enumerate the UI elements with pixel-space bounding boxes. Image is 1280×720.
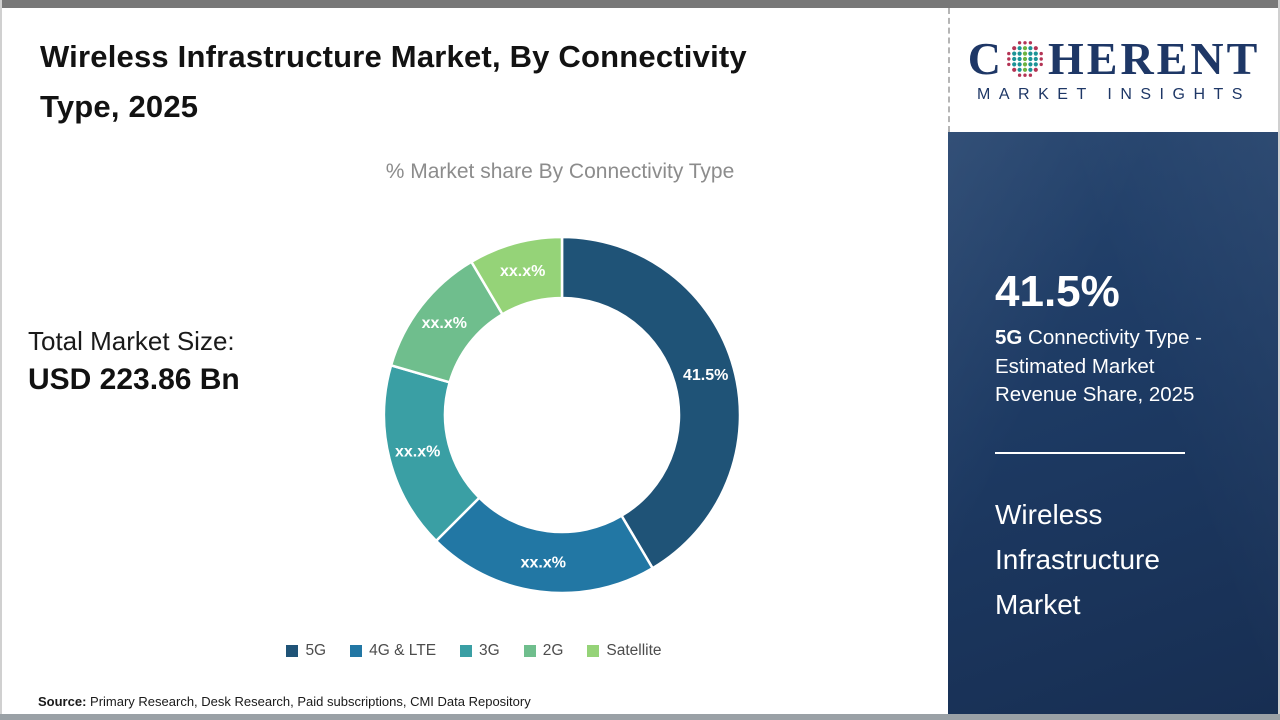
donut-label-4g-lte: xx.x%: [521, 554, 566, 571]
panel-market-name: Wireless Infrastructure Market: [995, 499, 1160, 620]
globe-dot: [1028, 67, 1033, 72]
legend-label-satellite: Satellite: [606, 642, 662, 659]
globe-dot: [1039, 51, 1043, 56]
panel-divider-line: [995, 452, 1185, 454]
globe-dot: [1028, 62, 1033, 67]
globe-dot: [1012, 46, 1017, 51]
globe-dot: [1028, 46, 1033, 51]
globe-dot: [1022, 62, 1028, 67]
legend-marker-3g: [460, 645, 473, 657]
legend-item-2g: 2G: [523, 642, 564, 660]
panel-stat-description: 5G Connectivity Type - Estimated Market …: [995, 324, 1230, 410]
globe-dot: [1017, 51, 1022, 56]
globe-dot: [1033, 62, 1038, 67]
globe-dot: [1017, 73, 1022, 77]
globe-dot: [1007, 57, 1011, 61]
total-market-size-value: USD 223.86 Bn: [28, 363, 240, 396]
legend-label-4g-lte: 4G & LTE: [369, 642, 437, 659]
globe-dot: [1033, 56, 1038, 62]
globe-dot: [1028, 73, 1033, 77]
globe-dot: [1039, 62, 1043, 67]
logo-letter-c: C: [967, 33, 1001, 84]
globe-dot: [1022, 67, 1028, 72]
legend-label-5g: 5G: [305, 642, 327, 659]
page-title-line1: Wireless Infrastructure Market, By Conne…: [40, 39, 747, 74]
legend-item-4g-lte: 4G & LTE: [350, 642, 436, 660]
globe-dot: [1022, 56, 1028, 62]
page-title: Wireless Infrastructure Market, By Conne…: [40, 32, 920, 132]
globe-dot: [1028, 41, 1033, 45]
logo-subtext: MARKET INSIGHTS: [977, 86, 1251, 103]
coherent-logo: C HERENT: [968, 36, 1261, 82]
donut-chart: 41.5% xx.x% xx.x% xx.x% xx.x%: [382, 235, 742, 595]
globe-dot: [1039, 57, 1043, 61]
globe-dot: [1023, 73, 1027, 77]
globe-dot: [1017, 41, 1022, 45]
panel-stat-desc-text: Connectivity Type - Estimated Market Rev…: [995, 326, 1203, 406]
globe-dot: [1012, 62, 1017, 67]
donut-label-3g: xx.x%: [395, 444, 440, 461]
globe-dot: [1017, 62, 1022, 67]
globe-dot: [1033, 67, 1038, 72]
legend-marker-2g: [523, 645, 536, 657]
globe-dot: [1007, 51, 1011, 56]
source-line: Source: Primary Research, Desk Research,…: [38, 694, 531, 709]
donut-label-2g: xx.x%: [422, 315, 467, 332]
legend-label-3g: 3G: [479, 642, 500, 659]
legend-marker-4g-lte: [350, 645, 363, 657]
legend-label-2g: 2G: [542, 642, 564, 659]
coherent-logo-globe-icon: [1007, 41, 1043, 77]
globe-dot: [1028, 51, 1033, 56]
logo-area: C HERENT MARKET INSIGHTS: [948, 8, 1278, 132]
logo-letters-herent: HERENT: [1047, 33, 1261, 84]
right-border: [1278, 0, 1280, 720]
globe-dot: [1017, 56, 1022, 62]
chart-subtitle: % Market share By Connectivity Type: [385, 160, 735, 183]
source-label: Source:: [38, 694, 87, 709]
bottom-border: [0, 714, 1280, 720]
legend-marker-5g: [286, 645, 299, 657]
donut-segment-5g: [560, 235, 742, 570]
globe-dot: [1022, 46, 1028, 51]
donut-label-5g: 41.5%: [683, 367, 728, 384]
globe-dot: [1007, 62, 1011, 67]
globe-dot: [1022, 51, 1028, 56]
chart-legend: 5G 4G & LTE 3G 2G Satellite: [0, 642, 948, 660]
globe-dot: [1017, 46, 1022, 51]
left-border: [0, 0, 2, 720]
legend-item-satellite: Satellite: [587, 642, 662, 660]
panel-stat-value: 41.5%: [995, 267, 1120, 316]
donut-chart-container: 41.5% xx.x% xx.x% xx.x% xx.x%: [372, 225, 752, 605]
top-border: [0, 0, 1280, 8]
globe-dot: [1023, 41, 1027, 45]
page-title-line2: Type, 2025: [40, 89, 199, 124]
panel-stat-segment-name: 5G: [995, 326, 1023, 349]
donut-label-satellite: xx.x%: [500, 263, 545, 280]
total-market-size-block: Total Market Size: USD 223.86 Bn: [28, 326, 240, 397]
globe-dot: [1017, 67, 1022, 72]
donut-segment-4g-lte: [434, 495, 655, 595]
legend-item-3g: 3G: [460, 642, 500, 660]
donut-segment-satellite: [469, 235, 564, 317]
right-info-panel: 41.5% 5G Connectivity Type - Estimated M…: [948, 132, 1278, 714]
globe-dot: [1033, 46, 1038, 51]
legend-item-5g: 5G: [286, 642, 326, 660]
total-market-size-label: Total Market Size:: [28, 326, 235, 356]
legend-marker-satellite: [587, 645, 600, 657]
globe-dot: [1012, 51, 1017, 56]
globe-dot: [1012, 67, 1017, 72]
source-text: Primary Research, Desk Research, Paid su…: [86, 694, 531, 709]
globe-dot: [1012, 56, 1017, 62]
globe-dot: [1033, 51, 1038, 56]
globe-dot: [1028, 56, 1033, 62]
